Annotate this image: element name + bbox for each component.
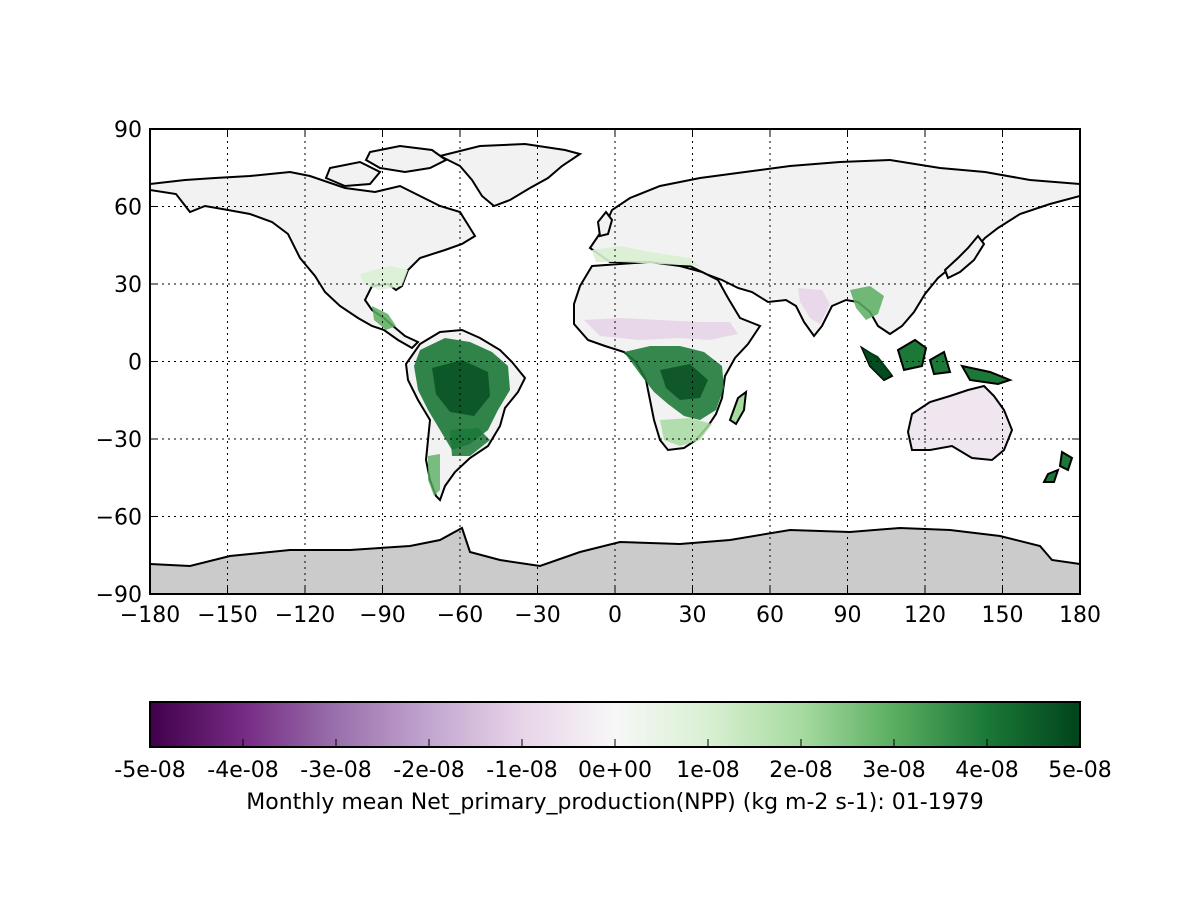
map-grid xyxy=(150,129,1080,594)
arctic-archipelago xyxy=(324,144,448,188)
colorbar-tick-label: -1e-08 xyxy=(486,758,557,783)
x-tick-label: 30 xyxy=(679,603,707,628)
colorbar-tick-label: -4e-08 xyxy=(207,758,278,783)
y-tick-label: 60 xyxy=(114,196,142,221)
x-tick-label: 180 xyxy=(1059,603,1101,628)
colorbar-tick-label: 0e+00 xyxy=(578,758,652,783)
colorbar-tick-label: 3e-08 xyxy=(862,758,925,783)
sahel-negative-npp xyxy=(584,318,738,340)
colorbar-tick-label: 4e-08 xyxy=(955,758,1018,783)
x-tick-label: 150 xyxy=(982,603,1024,628)
sumatra-high-npp xyxy=(862,348,892,380)
y-tick-label: −60 xyxy=(96,506,142,531)
madagascar-landmass xyxy=(728,389,748,426)
colorbar-label: Monthly mean Net_primary_production(NPP)… xyxy=(246,790,983,815)
colorbar-gradient xyxy=(149,701,1081,748)
amazon-core-npp xyxy=(432,360,490,416)
australia-landmass xyxy=(906,384,1014,462)
japan-islands xyxy=(943,234,986,280)
y-tick-label: −30 xyxy=(96,428,142,453)
x-tick-label: −60 xyxy=(437,603,483,628)
x-tick-label: 0 xyxy=(608,603,622,628)
y-axis: 90 60 30 0 −30 −60 −90 xyxy=(96,118,1080,608)
british-isles xyxy=(596,210,614,238)
x-axis: −180 −150 −120 −90 −60 −30 0 30 60 90 120 150 180 xyxy=(120,129,1101,628)
y-tick-label: 90 xyxy=(114,118,142,143)
india-negative-npp xyxy=(798,288,830,324)
x-tick-label: −180 xyxy=(120,603,180,628)
north-america-landmass xyxy=(150,170,477,350)
colorbar-tick-label: -3e-08 xyxy=(300,758,371,783)
central-america-npp xyxy=(372,306,396,330)
colorbar-tick-label: 1e-08 xyxy=(676,758,739,783)
eurasia-landmass xyxy=(588,158,1080,338)
y-tick-label: 0 xyxy=(128,351,142,376)
x-tick-label: −120 xyxy=(275,603,335,628)
x-tick-label: 60 xyxy=(756,603,784,628)
x-tick-label: 90 xyxy=(834,603,862,628)
land-layer xyxy=(150,142,1080,594)
y-tick-label: 30 xyxy=(114,273,142,298)
central-africa-core-npp xyxy=(660,364,708,400)
x-tick-label: −150 xyxy=(197,603,257,628)
colorbar-tick-label: 5e-08 xyxy=(1048,758,1111,783)
southeast-asia-npp xyxy=(850,286,884,320)
x-tick-label: 120 xyxy=(904,603,946,628)
map-panel: −180 −150 −120 −90 −60 −30 0 30 60 90 120 150 180 90… xyxy=(96,118,1101,628)
x-tick-label: −30 xyxy=(514,603,560,628)
patagonia-npp xyxy=(428,454,440,496)
colorbar-ticks: -5e-08 -4e-08 -3e-08 -2e-08 -1e-08 0e+00 1e-08… xyxy=(114,739,1112,783)
colorbar-tick-label: -5e-08 xyxy=(114,758,185,783)
europe-npp xyxy=(592,246,700,266)
colorbar: -5e-08 -4e-08 -3e-08 -2e-08 -1e-08 0e+00 1e-08… xyxy=(114,701,1112,815)
colorbar-tick-label: 2e-08 xyxy=(769,758,832,783)
y-tick-label: −90 xyxy=(96,583,142,608)
colorbar-tick-label: -2e-08 xyxy=(393,758,464,783)
greenland-landmass xyxy=(437,142,583,208)
npp-overlay xyxy=(360,246,892,496)
new-zealand-islands xyxy=(1042,450,1074,483)
x-tick-label: −90 xyxy=(359,603,405,628)
